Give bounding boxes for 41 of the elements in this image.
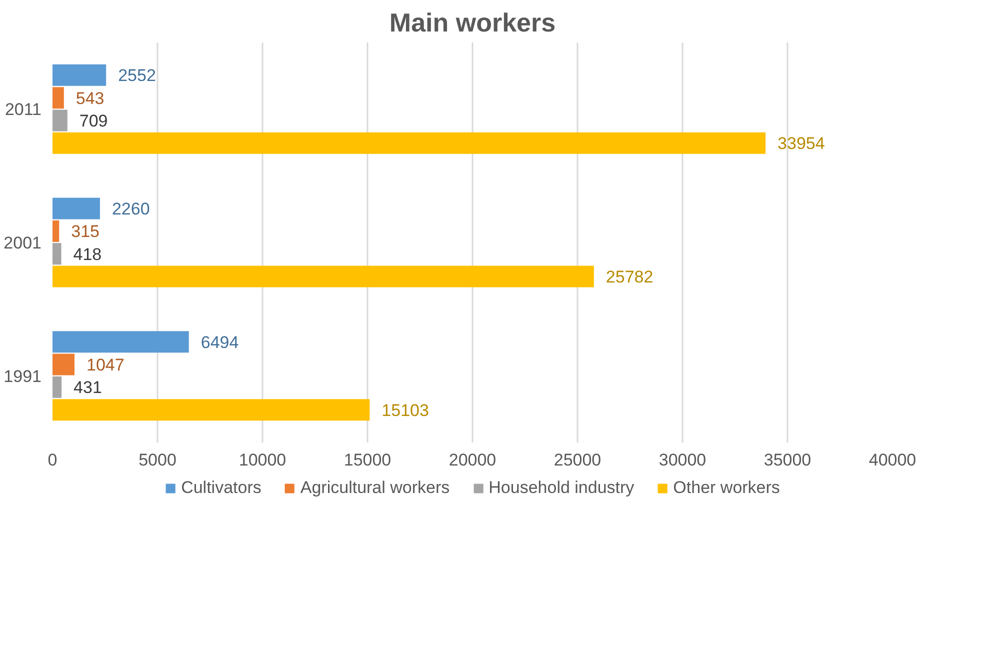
data-label: 2552	[118, 66, 156, 86]
data-label: 2260	[112, 200, 150, 218]
data-label: 315	[71, 222, 100, 242]
legend-label: Agricultural workers	[300, 478, 450, 498]
x-tick-label: 40000	[868, 450, 916, 470]
bar	[52, 331, 189, 353]
chart-title: Main workers	[389, 8, 556, 38]
data-label: 33954	[778, 134, 825, 154]
bar	[52, 354, 74, 376]
x-tick-label: 10000	[238, 450, 286, 470]
x-tick-label: 15000	[344, 450, 392, 470]
data-label: 543	[76, 88, 104, 108]
data-label: 431	[74, 378, 102, 398]
x-tick-label: 20000	[448, 450, 496, 470]
bar	[52, 198, 100, 220]
y-tick-label: 1991	[4, 366, 42, 386]
bar	[52, 87, 64, 109]
legend-label: Other workers	[673, 478, 780, 498]
legend-label: Household industry	[488, 478, 634, 498]
y-tick-label: 2011	[4, 100, 42, 120]
bar	[52, 220, 60, 242]
bar	[52, 399, 370, 421]
bar	[52, 132, 766, 154]
x-tick-label: 5000	[138, 450, 176, 470]
data-label: 418	[73, 244, 102, 264]
y-tick-label: 2001	[4, 234, 42, 252]
bar	[52, 64, 106, 86]
bar	[52, 376, 62, 398]
bar	[52, 110, 68, 132]
bar	[52, 266, 594, 288]
bar	[52, 243, 62, 265]
data-label: 1047	[86, 356, 124, 374]
legend-label: Cultivators	[181, 478, 262, 498]
data-label: 15103	[382, 400, 429, 420]
x-tick-label: 25000	[554, 450, 602, 470]
data-label: 6494	[200, 332, 239, 352]
x-tick-label: 35000	[764, 450, 812, 470]
x-tick-label: 0	[48, 450, 58, 470]
x-tick-label: 30000	[658, 450, 706, 470]
data-label: 709	[79, 112, 108, 130]
data-label: 25782	[606, 268, 654, 286]
